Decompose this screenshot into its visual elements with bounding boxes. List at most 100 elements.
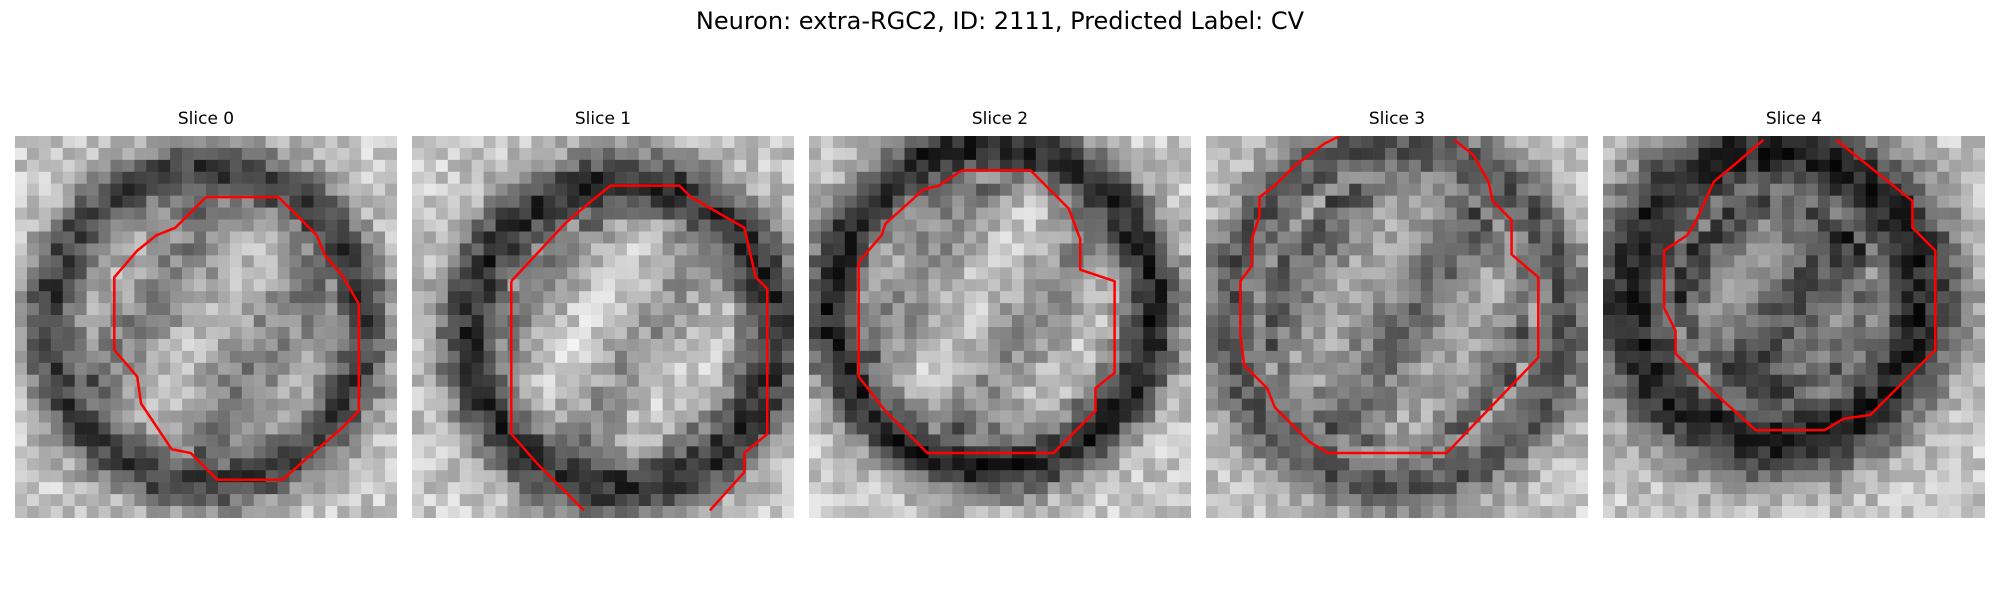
pixel-cell [650,374,663,387]
pixel-cell [217,315,231,328]
pixel-cell [1746,446,1759,459]
pixel-cell [722,243,735,256]
pixel-cell [531,171,544,185]
pixel-cell [412,482,425,495]
pixel-cell [1674,147,1687,161]
pixel-cell [988,434,1001,447]
pixel-cell [170,243,183,256]
pixel-cell [1349,147,1362,161]
pixel-cell [1480,147,1493,161]
pixel-cell [483,350,496,364]
pixel-cell [722,398,735,411]
pixel-cell [1289,243,1302,256]
pixel-cell [1444,315,1457,328]
pixel-cell [1361,183,1374,196]
pixel-cell [122,446,135,459]
pixel-cell [770,267,783,280]
pixel-cell [170,350,183,364]
pixel-cell [758,506,771,518]
pixel-cell [1131,231,1144,244]
pixel-cell [686,350,699,364]
pixel-cell [698,171,711,185]
pixel-cell [1131,327,1144,340]
pixel-cell [134,506,147,518]
pixel-cell [746,338,759,352]
pixel-cell [1901,243,1914,256]
pixel-cell [1722,255,1735,268]
pixel-cell [698,231,711,244]
pixel-cell [1937,147,1950,161]
pixel-cell [361,147,374,161]
pixel-cell [1528,470,1541,483]
pixel-cell [1674,398,1687,411]
pixel-cell [1155,482,1168,495]
pixel-cell [820,303,834,316]
pixel-cell [928,207,941,220]
pixel-cell [337,267,350,280]
pixel-cell [1206,255,1219,268]
pixel-cell [1131,470,1144,483]
pixel-cell [543,303,556,316]
pixel-cell [1516,506,1529,518]
pixel-cell [206,315,219,328]
pixel-cell [1925,136,1938,149]
pixel-cell [325,446,338,459]
pixel-cell [940,386,953,399]
pixel-cell [820,207,834,220]
pixel-cell [1432,231,1446,244]
pixel-cell [1337,136,1350,149]
pixel-cell [182,434,195,447]
pixel-cell [1770,279,1783,292]
pixel-cell [964,255,977,268]
pixel-cell [1734,350,1747,364]
pixel-cell [459,207,472,220]
pixel-cell [1456,458,1469,471]
pixel-cell [904,207,917,220]
pixel-cell [86,231,99,244]
pixel-cell [253,171,266,185]
pixel-cell [1516,159,1529,173]
pixel-cell [1143,482,1156,495]
pixel-cell [435,338,449,352]
pixel-cell [1000,410,1013,423]
pixel-cell [928,374,941,387]
pixel-cell [809,410,822,423]
pixel-cell [182,267,195,280]
pixel-cell [1794,159,1807,173]
pixel-cell [1107,255,1120,268]
pixel-cell [880,410,893,423]
pixel-cell [722,147,735,161]
pixel-cell [746,422,759,435]
pixel-cell [1385,398,1398,411]
pixel-cell [217,362,231,376]
pixel-cell [1349,434,1362,447]
pixel-cell [62,362,75,376]
pixel-cell [940,231,953,244]
pixel-cell [1179,350,1191,364]
pixel-cell [1564,315,1577,328]
pixel-cell [868,159,881,173]
pixel-cell [1829,231,1843,244]
pixel-cell [662,434,675,447]
pixel-cell [1564,183,1577,196]
pixel-cell [1131,183,1144,196]
pixel-cell [253,398,266,411]
pixel-cell [1131,243,1144,256]
pixel-cell [1698,136,1711,149]
pixel-cell [206,207,219,220]
pixel-cell [361,350,374,364]
pixel-cell [591,243,604,256]
pixel-cell [988,243,1001,256]
pixel-cell [1782,183,1795,196]
pixel-cell [194,243,207,256]
pixel-cell [1698,446,1711,459]
pixel-cell [809,279,822,292]
pixel-cell [1746,291,1759,304]
pixel-cell [1746,362,1759,376]
pixel-cell [1035,470,1049,483]
pixel-cell [1576,136,1588,149]
pixel-cell [1361,410,1374,423]
pixel-cell [892,386,905,399]
pixel-cell [916,315,929,328]
pixel-cell [301,255,314,268]
